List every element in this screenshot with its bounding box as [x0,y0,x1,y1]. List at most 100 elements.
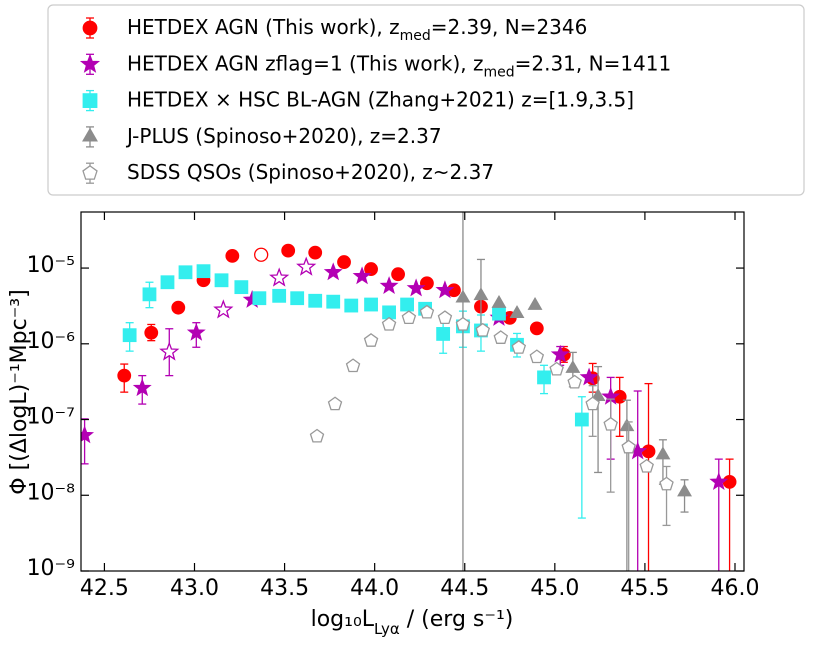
axes: 42.5 43.0 43.5 44.0 44.5 45.0 45.5 46.0 10⁻⁹ 10⁻⁸… [27,212,759,601]
marker [296,256,317,276]
x-tick-label: 43.5 [260,576,309,601]
marker [574,412,589,427]
marker [81,425,95,444]
marker [475,322,491,337]
marker [529,321,544,336]
marker [269,267,290,287]
marker [117,368,132,383]
marker [585,396,600,411]
x-axis-label-part: log₁₀L [311,607,375,632]
legend-label-part: med [483,64,514,80]
marker [655,446,671,460]
marker [493,330,509,344]
marker [455,316,471,331]
marker [309,428,325,443]
marker [455,289,471,303]
marker [337,255,351,269]
legend-item: SDSS QSOs (Spinoso+2020), z~2.37 [82,160,494,184]
legend: HETDEX AGN (This work), zmed=2.39, N=234… [79,15,671,184]
legend-item: HETDEX × HSC BL-AGN (Zhang+2021) z=[1.9,… [82,87,634,112]
y-tick-label: 10⁻⁹ [27,556,75,581]
marker [352,266,372,285]
marker [186,322,206,341]
marker [621,439,636,454]
legend-label-part: =2.31, N=1411 [515,51,672,75]
marker [308,245,323,260]
marker [619,418,635,432]
marker [345,358,361,373]
marker [364,262,378,276]
y-tick-label: 10⁻⁶ [27,329,76,354]
legend-label-part: HETDEX AGN (This work), z [127,15,400,39]
marker [254,247,269,262]
marker [272,288,287,303]
marker [603,416,618,431]
marker [549,361,564,376]
marker [159,341,180,361]
x-tick-label: 45.5 [620,576,669,601]
marker [196,264,211,279]
legend-label-part: HETDEX × HSC BL-AGN (Zhang+2021) z=[1.9,… [127,87,634,111]
marker [406,278,426,297]
marker [709,472,729,490]
marker [252,291,267,306]
marker [234,280,249,295]
y-tick-label: 10⁻⁵ [27,253,75,278]
x-tick-label: 44.0 [350,576,399,601]
marker [492,306,506,321]
marker [473,287,489,301]
marker [82,165,98,180]
marker [529,349,545,364]
marker [82,20,98,36]
marker [527,296,543,310]
marker [722,475,737,489]
marker [364,297,378,312]
marker [491,294,507,308]
marker [308,293,323,308]
error-bar [644,382,653,571]
error-bar [594,365,603,474]
marker [290,291,305,306]
marker [122,328,137,343]
legend-item: HETDEX AGN zflag=1 (This work), zmed=2.3… [79,51,671,81]
marker [82,127,98,142]
legend-label: HETDEX AGN zflag=1 (This work), zmed=2.3… [127,51,671,81]
x-tick-label: 43.0 [170,576,219,601]
marker [567,374,582,389]
x-axis-label: log₁₀LLyα / (erg s⁻¹) [311,607,514,638]
legend-label: SDSS QSOs (Spinoso+2020), z~2.37 [127,160,494,184]
error-bar [606,398,615,493]
x-tick-label: 44.5 [440,576,489,601]
marker [381,316,397,331]
marker [420,276,434,291]
marker [435,280,455,299]
marker [391,267,405,282]
marker [214,273,229,288]
error-bar [662,465,671,527]
marker [160,275,175,290]
x-tick-label: 42.5 [80,576,129,601]
legend-label-part: med [400,28,431,44]
marker [132,378,152,397]
marker [511,340,527,354]
marker [401,310,417,325]
marker [344,298,359,313]
legend-label-part: J-PLUS (Spinoso+2020), z=2.37 [125,123,442,147]
legend-box [47,4,805,196]
legend-label-part: HETDEX AGN zflag=1 (This work), z [127,51,483,75]
legend-label: HETDEX AGN (This work), zmed=2.39, N=234… [127,15,587,45]
legend-label-part: =2.39, N=2346 [431,15,588,39]
marker [419,304,435,319]
marker [79,53,101,73]
marker [436,327,451,341]
marker [639,458,654,473]
marker [82,93,98,108]
marker [326,294,341,309]
legend-label-part: SDSS QSOs (Spinoso+2020), z~2.37 [127,160,494,184]
error-bar [588,385,597,437]
marker [579,367,599,386]
marker [677,483,692,497]
y-tick-label: 10⁻⁸ [27,480,76,505]
y-tick-label: 10⁻⁷ [27,405,75,430]
